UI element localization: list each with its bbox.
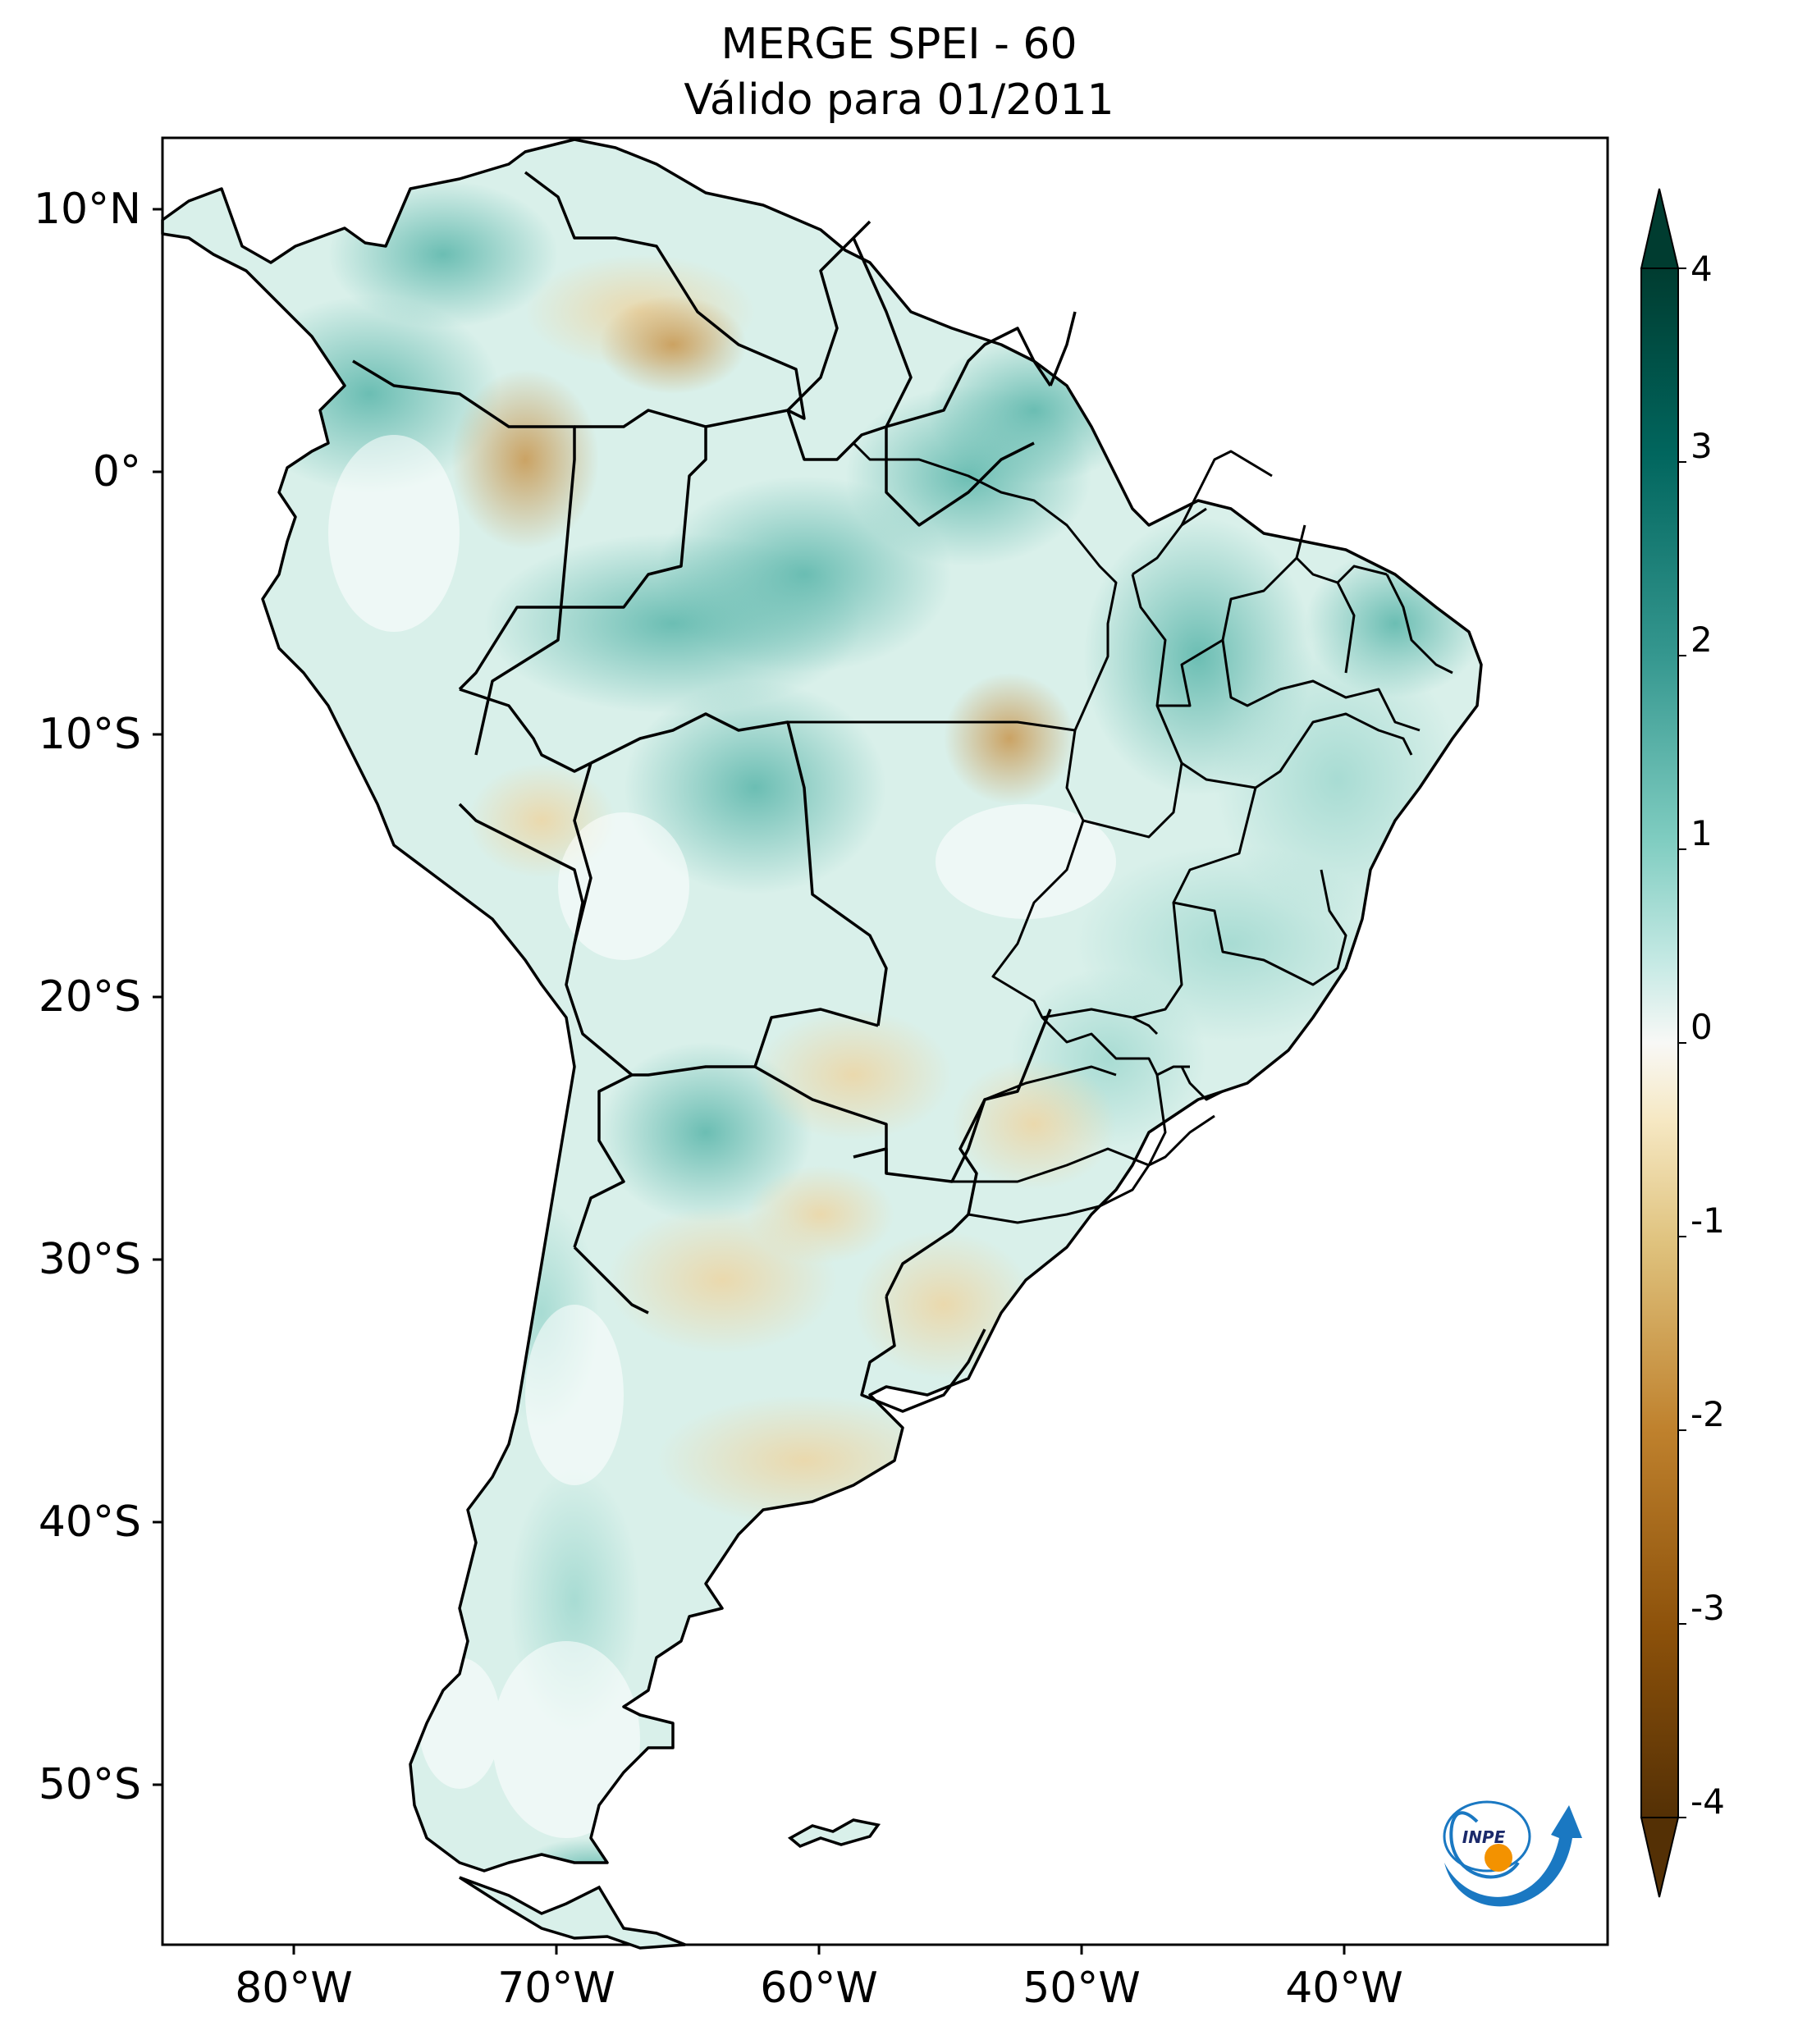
- dry-anomalies: [451, 254, 1116, 1526]
- colorbar-label-minus4: -4: [1690, 1781, 1725, 1822]
- colorbar-label-minus1: -1: [1690, 1200, 1725, 1241]
- colorbar-label-1: 1: [1690, 813, 1713, 853]
- logo-dot: [1485, 1844, 1512, 1872]
- map-subtitle: Válido para 01/2011: [684, 75, 1114, 125]
- colorbar-label-4: 4: [1690, 249, 1713, 289]
- map-title: MERGE SPEI - 60: [721, 20, 1077, 69]
- colorbar-label-0: 0: [1690, 1007, 1713, 1047]
- neutral-patches: [328, 238, 1190, 1838]
- colorbar-ticks: [1678, 268, 1686, 1818]
- latitude-labels: 10°N 0° 10°S 20°S 30°S 40°S 50°S: [34, 185, 141, 1809]
- lat-label-0: 0°: [93, 447, 141, 496]
- colorbar-label-3: 3: [1690, 426, 1713, 466]
- logo-orbit: [1443, 1800, 1531, 1873]
- inpe-logo: INPE: [1443, 1800, 1582, 1907]
- colorbar-top-extension: [1640, 188, 1680, 269]
- coastline: [161, 138, 1483, 1873]
- colorbar-labels: 4 3 2 1 0 -1 -2 -3 -4: [1690, 249, 1725, 1822]
- lat-label-20s: 20°S: [39, 972, 141, 1022]
- logo-text: INPE: [1462, 1827, 1506, 1847]
- lat-label-40s: 40°S: [39, 1498, 141, 1547]
- lon-label-70w: 70°W: [497, 1964, 615, 2013]
- lat-label-10s: 10°S: [39, 710, 141, 759]
- lat-label-30s: 30°S: [39, 1235, 141, 1284]
- state-borders: [788, 441, 1453, 1224]
- country-borders: [352, 171, 1077, 1413]
- logo-ring: [1449, 1811, 1520, 1879]
- lon-label-50w: 50°W: [1023, 1964, 1141, 2013]
- colorbar-body: [1640, 268, 1679, 1818]
- lat-label-10n: 10°N: [34, 185, 141, 234]
- tick-marks: [153, 208, 1346, 1955]
- colorbar-label-minus3: -3: [1690, 1588, 1725, 1628]
- longitude-labels: 80°W 70°W 60°W 50°W 40°W: [235, 1964, 1403, 2013]
- logo-arc: [1444, 1805, 1582, 1907]
- lon-label-60w: 60°W: [760, 1964, 878, 2013]
- lon-label-80w: 80°W: [235, 1964, 353, 2013]
- colorbar-label-2: 2: [1690, 620, 1713, 660]
- colorbar-label-minus2: -2: [1690, 1394, 1725, 1434]
- tierra-del-fuego: [459, 1876, 686, 1950]
- falkland-islands: [787, 1818, 881, 1849]
- lon-label-40w: 40°W: [1285, 1964, 1403, 2013]
- colorbar-bottom-extension: [1640, 1817, 1680, 1898]
- colorbar: 4 3 2 1 0 -1 -2 -3 -4: [1640, 188, 1725, 1898]
- lat-label-50s: 50°S: [39, 1760, 141, 1809]
